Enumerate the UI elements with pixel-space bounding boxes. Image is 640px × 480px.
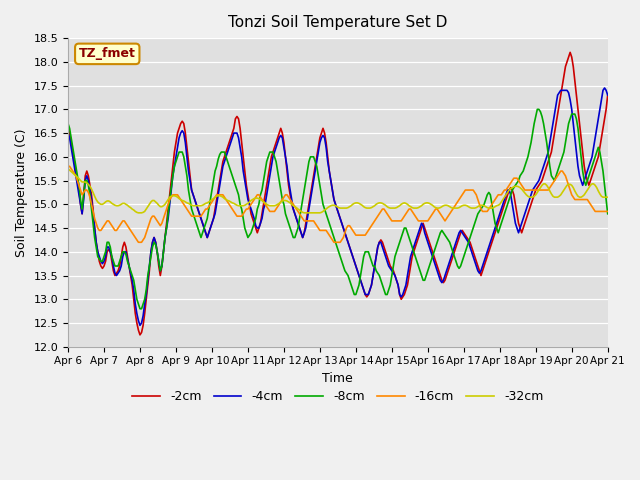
-32cm bbox=[159, 203, 167, 209]
-8cm bbox=[136, 306, 144, 312]
-32cm bbox=[482, 204, 490, 210]
-8cm bbox=[221, 149, 228, 155]
-2cm bbox=[515, 220, 522, 226]
-4cm bbox=[554, 92, 561, 98]
-4cm bbox=[515, 230, 522, 236]
-32cm bbox=[64, 166, 72, 171]
-16cm bbox=[515, 178, 522, 183]
Line: -2cm: -2cm bbox=[68, 52, 608, 335]
Title: Tonzi Soil Temperature Set D: Tonzi Soil Temperature Set D bbox=[228, 15, 447, 30]
-32cm bbox=[134, 210, 142, 216]
-2cm bbox=[159, 249, 167, 255]
Line: -8cm: -8cm bbox=[68, 109, 608, 309]
-2cm bbox=[221, 154, 228, 160]
-4cm bbox=[64, 130, 72, 136]
-4cm bbox=[159, 249, 167, 255]
-4cm bbox=[221, 159, 228, 165]
Line: -4cm: -4cm bbox=[68, 88, 608, 325]
Y-axis label: Soil Temperature (C): Soil Temperature (C) bbox=[15, 128, 28, 257]
Text: TZ_fmet: TZ_fmet bbox=[79, 48, 136, 60]
-32cm bbox=[221, 196, 228, 202]
Legend: -2cm, -4cm, -8cm, -16cm, -32cm: -2cm, -4cm, -8cm, -16cm, -32cm bbox=[127, 385, 548, 408]
Line: -32cm: -32cm bbox=[68, 168, 608, 213]
-2cm bbox=[604, 92, 612, 98]
-2cm bbox=[513, 211, 521, 216]
-4cm bbox=[601, 85, 609, 91]
-2cm bbox=[64, 125, 72, 131]
-32cm bbox=[513, 183, 521, 189]
-8cm bbox=[534, 107, 541, 112]
-32cm bbox=[515, 184, 522, 190]
-2cm bbox=[482, 258, 490, 264]
-16cm bbox=[221, 194, 228, 200]
-8cm bbox=[513, 180, 521, 186]
-2cm bbox=[566, 49, 574, 55]
-16cm bbox=[64, 163, 72, 169]
-4cm bbox=[482, 253, 490, 259]
-32cm bbox=[604, 194, 612, 200]
-16cm bbox=[604, 208, 612, 214]
X-axis label: Time: Time bbox=[323, 372, 353, 385]
-16cm bbox=[513, 175, 521, 181]
-16cm bbox=[159, 216, 167, 221]
Line: -16cm: -16cm bbox=[68, 166, 608, 242]
-32cm bbox=[554, 194, 561, 200]
-16cm bbox=[554, 173, 561, 179]
-4cm bbox=[513, 225, 521, 231]
-16cm bbox=[482, 208, 490, 214]
-2cm bbox=[554, 111, 561, 117]
-4cm bbox=[604, 92, 612, 98]
-8cm bbox=[159, 249, 167, 255]
-8cm bbox=[482, 197, 490, 203]
-8cm bbox=[556, 163, 563, 169]
-8cm bbox=[604, 211, 612, 216]
-8cm bbox=[64, 120, 72, 126]
-8cm bbox=[515, 178, 522, 183]
-2cm bbox=[136, 332, 144, 338]
-16cm bbox=[134, 240, 142, 245]
-4cm bbox=[136, 323, 144, 328]
